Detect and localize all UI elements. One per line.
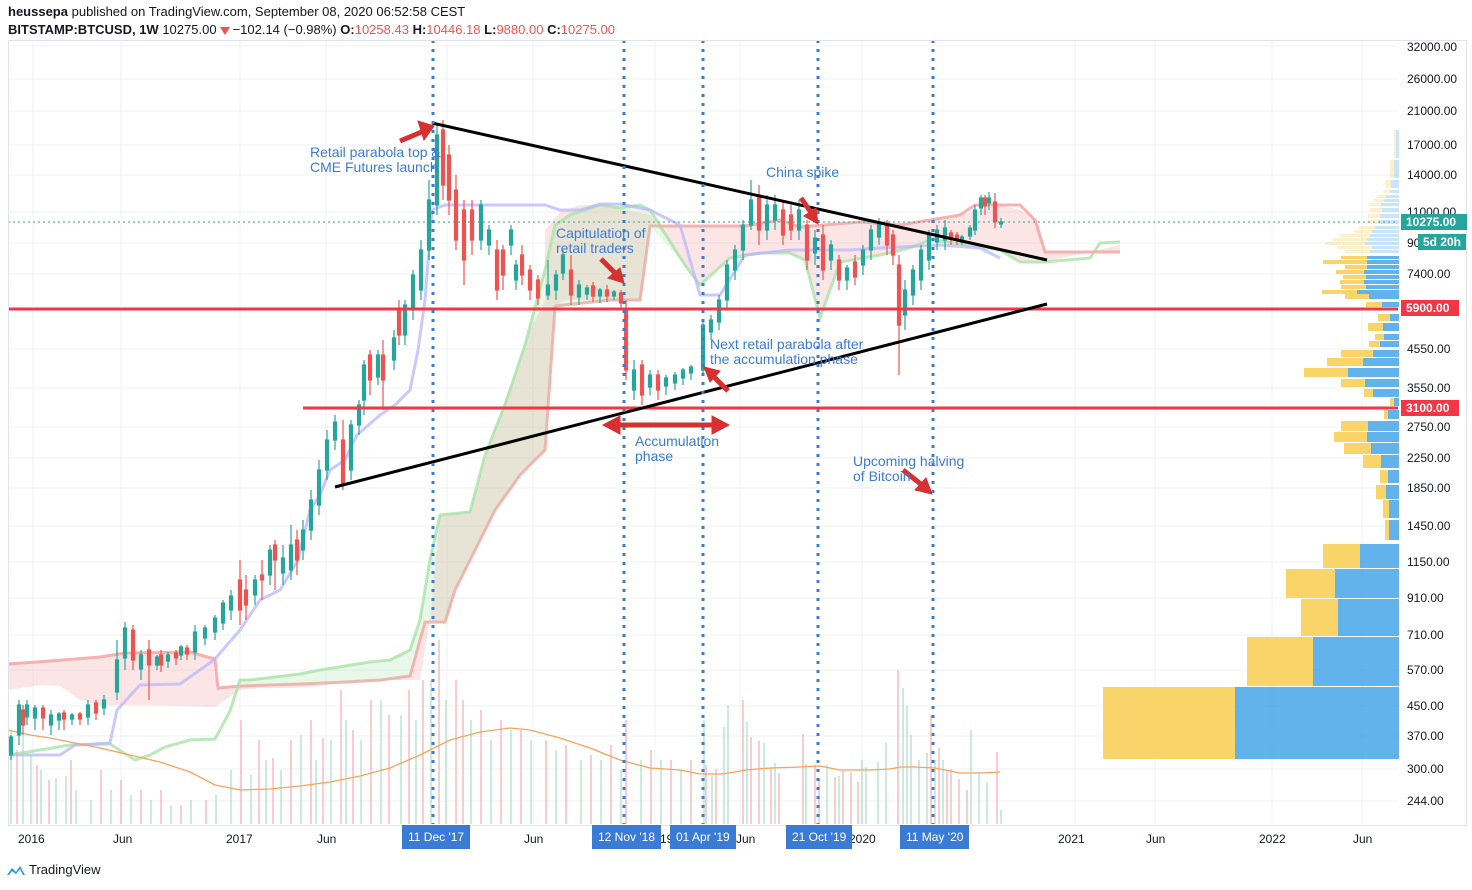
note-capitulation[interactable]: Capitulation of retail traders xyxy=(556,226,646,256)
note-line: CME Futures launch xyxy=(310,159,438,175)
y-tick: 370.00 xyxy=(1407,729,1444,743)
triangle-upper-line[interactable] xyxy=(431,121,1048,262)
level-5900-tag: 5900.00 xyxy=(1401,300,1459,316)
annotation-arrows xyxy=(399,120,933,495)
date-marker-tag: 01 Apr '19 xyxy=(670,825,736,849)
y-tick: 2750.00 xyxy=(1407,420,1451,434)
y-tick: 21000.00 xyxy=(1407,104,1458,118)
note-line: phase xyxy=(635,448,674,464)
down-triangle-icon xyxy=(219,26,230,35)
y-tick: 26000.00 xyxy=(1407,72,1458,86)
y-tick: 910.00 xyxy=(1407,591,1444,605)
brand-name: TradingView xyxy=(29,862,101,877)
y-tick: 3550.00 xyxy=(1407,381,1451,395)
last-price: 10275.00 xyxy=(162,22,217,37)
y-tick: 244.00 xyxy=(1407,794,1444,808)
close-label: C: xyxy=(547,22,561,37)
candlesticks xyxy=(8,120,1004,760)
x-tick: 2020 xyxy=(849,832,876,846)
note-halving[interactable]: Upcoming halving of Bitcoin xyxy=(853,454,964,484)
x-tick: 2022 xyxy=(1259,832,1286,846)
low-value: 9880.00 xyxy=(496,22,544,37)
y-tick: 570.00 xyxy=(1407,663,1444,677)
volume-bars xyxy=(10,640,1002,824)
date-marker-tag: 12 Nov '18 xyxy=(592,825,661,849)
x-tick: Jun xyxy=(317,832,337,846)
note-line: Retail parabola top & xyxy=(310,144,441,160)
x-tick: Jun xyxy=(524,832,544,846)
note-line: Upcoming halving xyxy=(853,453,965,469)
x-tick: 2017 xyxy=(226,832,253,846)
volume-ma-line xyxy=(7,727,1001,791)
x-tick: 2016 xyxy=(18,832,45,846)
note-next-parabola[interactable]: Next retail parabola after the accumulati… xyxy=(710,337,863,367)
y-tick: 710.00 xyxy=(1407,628,1444,642)
date-marker-tag: 11 Dec '17 xyxy=(402,825,471,849)
y-tick: 32000.00 xyxy=(1407,40,1458,54)
close-value: 10275.00 xyxy=(560,22,616,37)
note-accumulation[interactable]: Accumulation phase xyxy=(635,434,719,464)
note-retail-top[interactable]: Retail parabola top & CME Futures launch xyxy=(310,145,441,175)
date-marker-tag: 21 Oct '19 xyxy=(786,825,853,849)
note-line: retail traders xyxy=(556,240,634,256)
y-tick: 4550.00 xyxy=(1407,342,1451,356)
y-tick: 14000.00 xyxy=(1407,168,1458,182)
tradingview-cloud-icon xyxy=(7,865,25,875)
publish-info: heussepa published on TradingView.com, S… xyxy=(8,4,465,19)
note-line: of Bitcoin xyxy=(853,468,911,484)
high-value: 10446.18 xyxy=(426,22,481,37)
note-line: Next retail parabola after xyxy=(710,336,864,352)
level-3100-tag: 3100.00 xyxy=(1401,400,1459,416)
x-tick: Jun xyxy=(1146,832,1166,846)
x-tick: Jun xyxy=(113,832,133,846)
y-tick: 7400.00 xyxy=(1407,267,1451,281)
y-tick: 1450.00 xyxy=(1407,519,1451,533)
price-chart[interactable] xyxy=(0,40,1472,830)
tradingview-logo[interactable]: TradingView xyxy=(6,862,101,877)
x-tick: 2021 xyxy=(1058,832,1085,846)
y-tick: 1150.00 xyxy=(1407,555,1450,569)
x-tick: Jun xyxy=(736,832,756,846)
low-label: L: xyxy=(484,22,497,37)
author-name[interactable]: heussepa xyxy=(8,4,68,19)
note-line: the accumulation phase xyxy=(710,351,858,367)
price-change: −102.14 (−0.98%) xyxy=(232,22,337,37)
symbol-name[interactable]: BITSTAMP:BTCUSD, 1W xyxy=(8,22,159,37)
y-tick: 17000.00 xyxy=(1407,138,1458,152)
current-price-tag: 10275.00 xyxy=(1401,214,1467,230)
published-text: published on TradingView.com, September … xyxy=(71,4,466,19)
y-tick: 450.00 xyxy=(1407,699,1444,713)
y-tick: 1850.00 xyxy=(1407,481,1451,495)
triangle-lower-line[interactable] xyxy=(334,302,1048,489)
note-line: Capitulation of xyxy=(556,225,646,241)
note-line: Accumulation xyxy=(635,433,720,449)
high-label: H: xyxy=(412,22,427,37)
note-china-spike[interactable]: China spike xyxy=(766,164,840,180)
date-marker-tag: 11 May '20 xyxy=(900,825,970,849)
open-label: O: xyxy=(340,22,355,37)
y-tick: 300.00 xyxy=(1407,762,1444,776)
bar-countdown-tag: 5d 20h xyxy=(1418,234,1467,250)
symbol-legend: BITSTAMP:BTCUSD, 1W 10275.00 −102.14 (−0.… xyxy=(8,22,615,37)
volume-profile xyxy=(1103,130,1399,759)
open-value: 10258.43 xyxy=(354,22,409,37)
x-tick: Jun xyxy=(1353,832,1373,846)
y-tick: 2250.00 xyxy=(1407,451,1451,465)
